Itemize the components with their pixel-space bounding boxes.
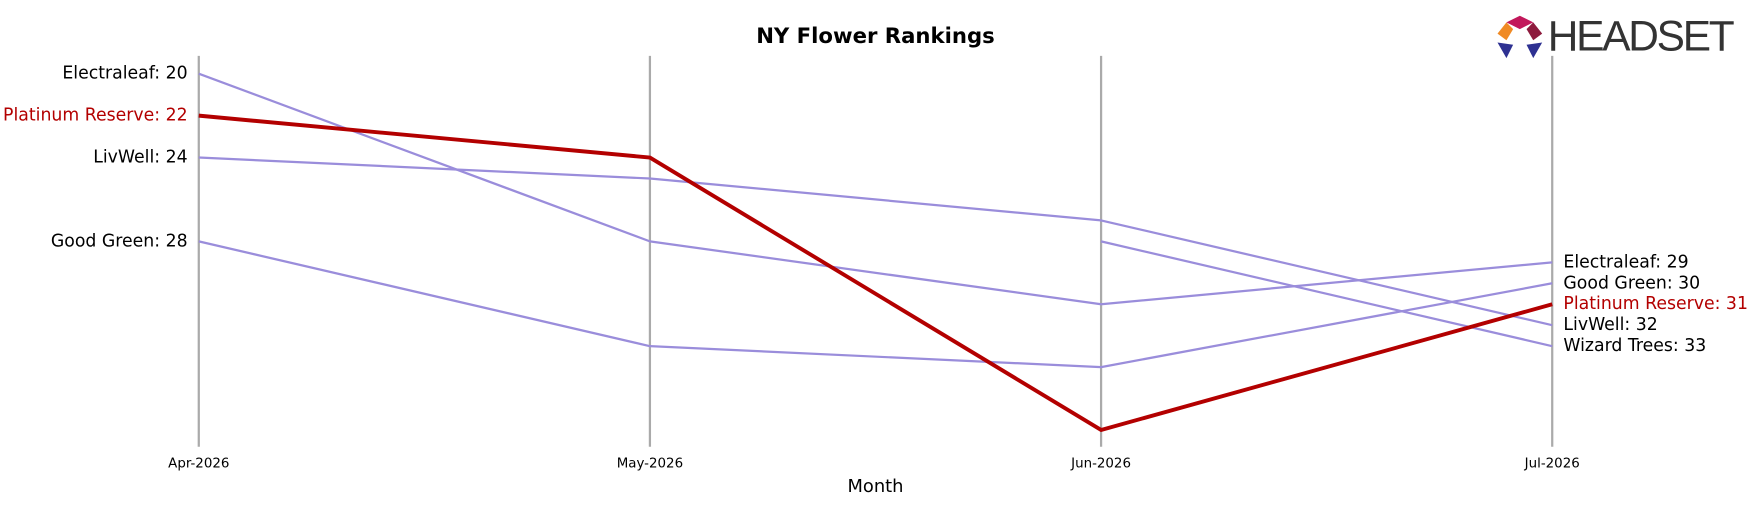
logo-icon xyxy=(1497,42,1514,59)
grid xyxy=(197,55,1554,447)
value-label: Platinum Reserve: 31 xyxy=(1563,294,1748,314)
series-line xyxy=(1100,240,1553,348)
x-tick-label: Apr-2026 xyxy=(168,456,229,471)
series-line xyxy=(198,113,1553,432)
logo-icon xyxy=(1526,22,1543,41)
series-line xyxy=(198,156,1553,327)
x-tick-label: Jun-2026 xyxy=(1070,456,1131,471)
x-axis-label: Month xyxy=(848,476,904,497)
value-label: Wizard Trees: 33 xyxy=(1563,336,1706,356)
logo-text: HEADSET xyxy=(1548,12,1734,59)
logo-icon xyxy=(1497,22,1514,41)
series-line xyxy=(198,72,1553,306)
x-tick-label: May-2026 xyxy=(617,456,683,471)
value-label: Electraleaf: 20 xyxy=(62,64,187,84)
value-label: LivWell: 24 xyxy=(93,148,187,168)
logo: HEADSET xyxy=(1497,12,1736,59)
x-tick-label: Jul-2026 xyxy=(1524,456,1580,471)
value-label: Platinum Reserve: 22 xyxy=(3,106,188,126)
series-line xyxy=(198,240,1553,369)
value-label: Good Green: 28 xyxy=(51,231,188,251)
chart-title: NY Flower Rankings xyxy=(756,24,995,49)
value-label: Good Green: 30 xyxy=(1563,273,1700,293)
value-label: LivWell: 32 xyxy=(1563,315,1657,335)
value-label: Electraleaf: 29 xyxy=(1563,252,1688,272)
logo-icon xyxy=(1526,42,1543,59)
